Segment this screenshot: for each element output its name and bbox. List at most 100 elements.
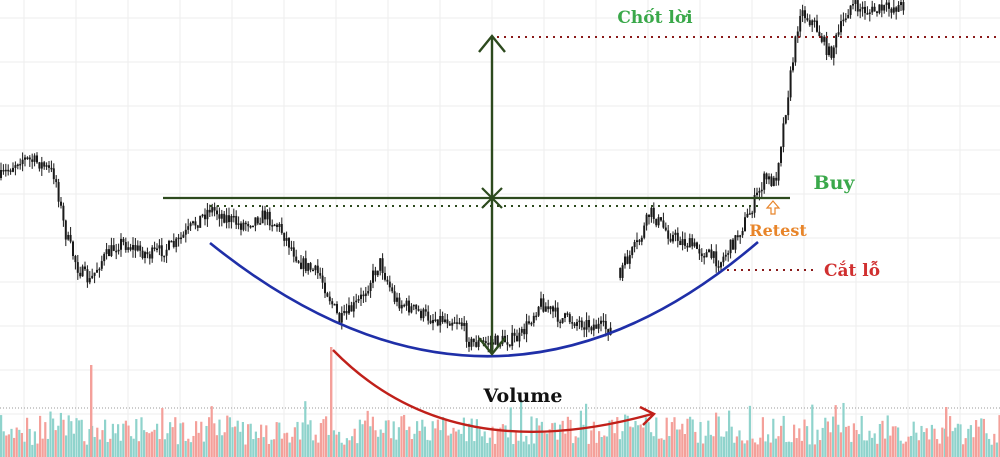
candle-body [436, 319, 439, 326]
candle-body [33, 155, 36, 162]
volume-bar [161, 407, 164, 457]
candle-body [736, 235, 739, 238]
volume-bar [296, 421, 299, 457]
volume-bar [353, 428, 356, 457]
candle-body [144, 252, 146, 259]
volume-bar [15, 427, 18, 457]
candle-body [7, 169, 10, 172]
volume-bar [894, 426, 897, 457]
volume-bar [262, 437, 265, 457]
candle-body [292, 247, 295, 257]
candle-body [864, 6, 866, 14]
volume-bar [860, 415, 863, 457]
volume-bar [878, 423, 881, 457]
volume-bar [543, 432, 546, 457]
volume-bar [530, 416, 533, 457]
candle-body [398, 297, 401, 309]
candle-body [324, 282, 326, 294]
candle-body [775, 177, 778, 181]
volume-bar [678, 429, 681, 457]
volume-bar [756, 444, 759, 457]
volume-bar [400, 416, 403, 457]
candle-body [204, 214, 206, 220]
volume-bar [348, 440, 351, 457]
candle-body [50, 167, 53, 170]
candle-body [177, 237, 180, 240]
candle-body [772, 177, 775, 186]
candle-body [568, 314, 571, 323]
candle-body [787, 97, 790, 116]
volume-bar [184, 440, 187, 457]
candle-body [393, 291, 396, 302]
volume-bar [98, 439, 101, 457]
volume-bar [41, 438, 44, 457]
volume-bar [335, 434, 338, 457]
volume-bar [247, 424, 250, 457]
candle-body [573, 323, 576, 326]
candle-body [811, 20, 814, 26]
candle-body [847, 14, 850, 19]
volume-bar [384, 420, 387, 457]
candle-body [132, 244, 134, 250]
candle-body [372, 270, 374, 283]
volume-bar [748, 405, 751, 457]
candle-body [328, 296, 331, 302]
candle-body [38, 162, 41, 169]
volume-bar [587, 443, 590, 457]
candle-body [381, 258, 384, 273]
volume-bar [559, 424, 562, 457]
candle-body [482, 340, 485, 342]
candle-body [532, 315, 535, 323]
candle-body [108, 249, 110, 256]
candle-body [866, 13, 869, 15]
volume-bar [304, 401, 307, 457]
volume-bar [286, 432, 289, 457]
candle-body [408, 300, 410, 313]
volume-bar [57, 425, 60, 457]
volume-bar [46, 438, 49, 457]
volume-bar [239, 431, 242, 457]
candle-body [768, 176, 770, 180]
volume-bar [418, 430, 421, 457]
candle-body [602, 320, 605, 323]
candle-body [681, 239, 684, 246]
volume-bar [691, 419, 694, 457]
candle-body [410, 306, 413, 313]
volume-bar [673, 417, 676, 457]
candle-body [36, 155, 38, 163]
volume-bar [925, 428, 928, 457]
candle-body [777, 162, 780, 181]
volume-bar [351, 436, 354, 457]
candle-body [134, 244, 137, 251]
candle-body [900, 2, 902, 6]
volume-bar [494, 443, 497, 457]
volume-bar [928, 439, 931, 457]
candle-body [876, 11, 878, 13]
candle-body [396, 297, 398, 302]
candle-body [537, 306, 540, 316]
candle-body [439, 315, 442, 326]
candle-body [367, 291, 370, 294]
volume-bar [808, 444, 811, 457]
candle-body [801, 10, 804, 16]
volume-bar [582, 424, 585, 457]
volume-bar [551, 423, 554, 457]
candle-body [854, 0, 857, 4]
volume-bar [111, 423, 114, 457]
candle-body [624, 256, 626, 266]
candle-body [187, 226, 190, 230]
volume-bar [444, 420, 447, 457]
volume-bar [522, 441, 525, 457]
volume-bar [226, 415, 229, 457]
candle-body [268, 211, 271, 226]
volume-bar [36, 443, 39, 457]
volume-bar [254, 431, 257, 457]
candle-body [655, 218, 658, 226]
candle-body [343, 311, 346, 314]
volume-bar [465, 441, 468, 457]
volume-bar [361, 424, 364, 457]
volume-bar [951, 431, 954, 457]
candle-body [808, 20, 811, 26]
volume-bar [657, 438, 660, 457]
candle-body [852, 3, 854, 6]
